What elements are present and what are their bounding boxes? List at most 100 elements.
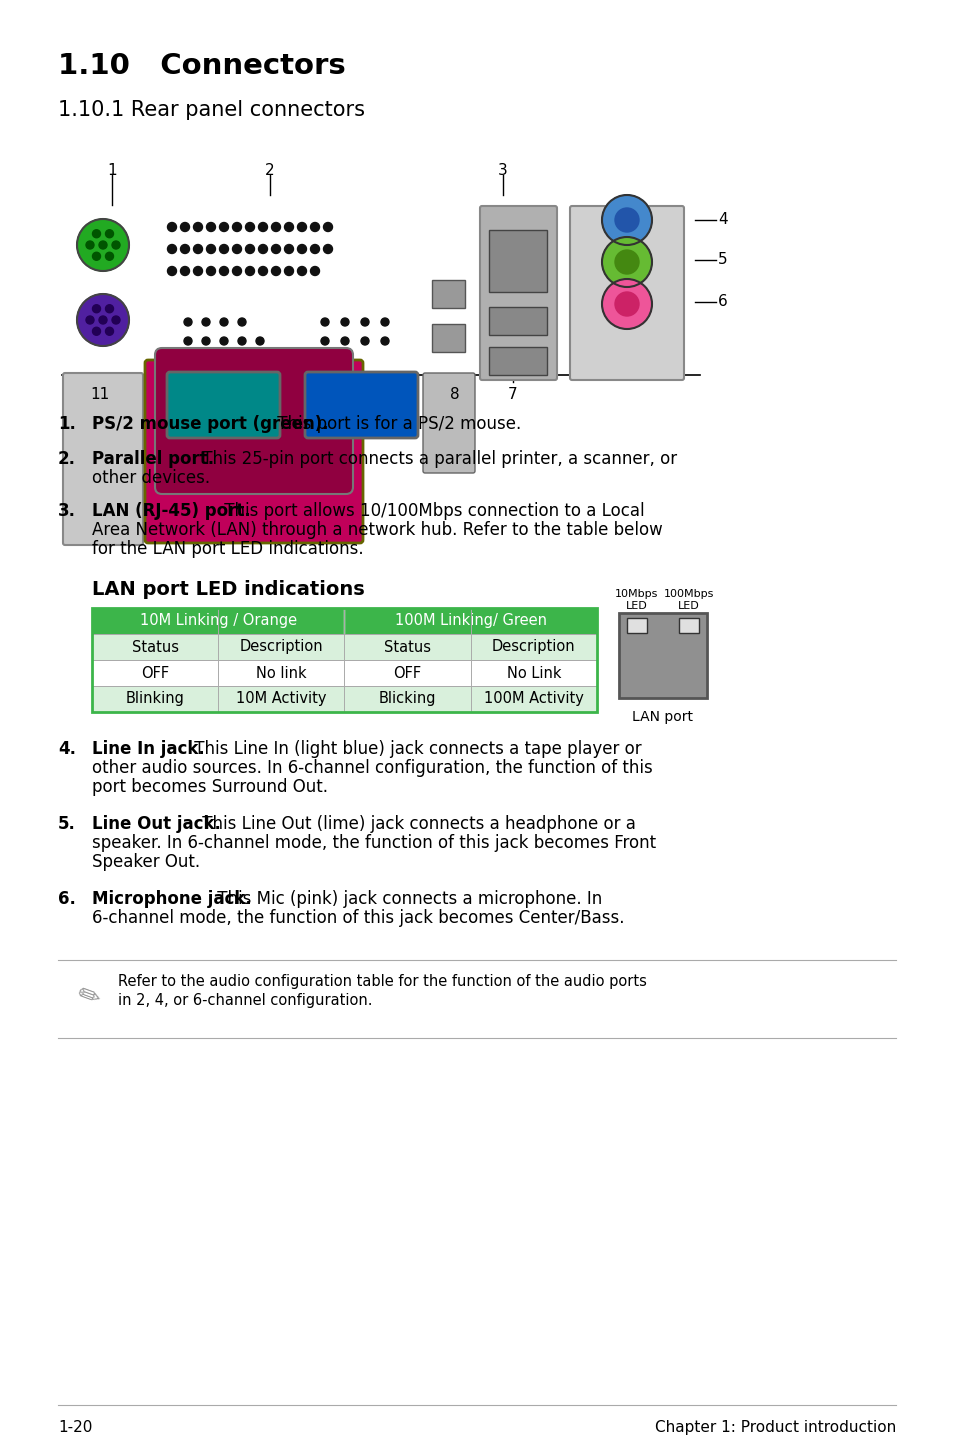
Text: This port is for a PS/2 mouse.: This port is for a PS/2 mouse. — [272, 416, 520, 433]
Circle shape — [219, 266, 229, 276]
Text: 7: 7 — [508, 387, 517, 403]
Circle shape — [219, 244, 229, 253]
Text: LAN port: LAN port — [632, 710, 693, 723]
Text: ✏: ✏ — [72, 981, 104, 1014]
Circle shape — [168, 223, 176, 232]
Circle shape — [360, 318, 369, 326]
Circle shape — [220, 318, 228, 326]
Text: 100M Activity: 100M Activity — [483, 692, 583, 706]
Bar — [489, 347, 546, 375]
Circle shape — [184, 336, 192, 345]
Text: 5: 5 — [718, 253, 727, 267]
Text: 2: 2 — [265, 162, 274, 178]
Text: 10M Activity: 10M Activity — [236, 692, 326, 706]
Bar — [489, 230, 546, 292]
FancyBboxPatch shape — [422, 372, 475, 473]
Circle shape — [112, 316, 120, 324]
Circle shape — [255, 336, 264, 345]
Circle shape — [233, 266, 241, 276]
Circle shape — [206, 244, 215, 253]
Text: Status: Status — [384, 640, 431, 654]
Circle shape — [284, 223, 294, 232]
Circle shape — [184, 318, 192, 326]
Circle shape — [168, 266, 176, 276]
Text: 3: 3 — [497, 162, 507, 178]
FancyBboxPatch shape — [305, 372, 417, 439]
Text: LAN port LED indications: LAN port LED indications — [91, 580, 364, 600]
Circle shape — [284, 266, 294, 276]
Circle shape — [206, 266, 215, 276]
Circle shape — [237, 336, 246, 345]
Text: Parallel port.: Parallel port. — [91, 450, 213, 467]
Circle shape — [272, 244, 280, 253]
Bar — [432, 280, 464, 308]
Circle shape — [193, 244, 202, 253]
Text: 1: 1 — [107, 162, 116, 178]
Circle shape — [615, 292, 639, 316]
FancyBboxPatch shape — [145, 360, 363, 544]
Text: Microphone jack.: Microphone jack. — [91, 890, 252, 907]
Circle shape — [297, 223, 306, 232]
Circle shape — [92, 305, 100, 312]
Text: 100M Linking/ Green: 100M Linking/ Green — [395, 614, 546, 628]
Text: Blicking: Blicking — [378, 692, 436, 706]
Circle shape — [310, 266, 319, 276]
Text: This Line In (light blue) jack connects a tape player or: This Line In (light blue) jack connects … — [190, 741, 641, 758]
Text: in 2, 4, or 6-channel configuration.: in 2, 4, or 6-channel configuration. — [118, 994, 372, 1008]
Circle shape — [193, 223, 202, 232]
Circle shape — [237, 318, 246, 326]
Circle shape — [380, 336, 389, 345]
Circle shape — [320, 336, 329, 345]
Text: Description: Description — [239, 640, 323, 654]
Circle shape — [245, 244, 254, 253]
Circle shape — [220, 336, 228, 345]
Circle shape — [202, 318, 210, 326]
Circle shape — [258, 266, 267, 276]
Circle shape — [180, 223, 190, 232]
Circle shape — [106, 328, 113, 335]
FancyBboxPatch shape — [167, 372, 280, 439]
Text: Status: Status — [132, 640, 178, 654]
Circle shape — [340, 318, 349, 326]
Text: Refer to the audio configuration table for the function of the audio ports: Refer to the audio configuration table f… — [118, 974, 646, 989]
Circle shape — [258, 244, 267, 253]
Circle shape — [77, 219, 129, 270]
Circle shape — [202, 336, 210, 345]
Circle shape — [360, 336, 369, 345]
Text: 6: 6 — [718, 295, 727, 309]
Text: This port allows 10/100Mbps connection to a Local: This port allows 10/100Mbps connection t… — [219, 502, 644, 521]
Text: This Mic (pink) jack connects a microphone. In: This Mic (pink) jack connects a micropho… — [212, 890, 601, 907]
Text: This 25-pin port connects a parallel printer, a scanner, or: This 25-pin port connects a parallel pri… — [196, 450, 677, 467]
Circle shape — [99, 242, 107, 249]
FancyBboxPatch shape — [479, 206, 557, 380]
Bar — [489, 306, 546, 335]
FancyBboxPatch shape — [63, 372, 143, 545]
Text: for the LAN port LED indications.: for the LAN port LED indications. — [91, 541, 363, 558]
Bar — [91, 608, 597, 712]
Bar — [91, 660, 597, 686]
Circle shape — [272, 266, 280, 276]
Circle shape — [297, 266, 306, 276]
Text: PS/2 mouse port (green).: PS/2 mouse port (green). — [91, 416, 328, 433]
Text: speaker. In 6-channel mode, the function of this jack becomes Front: speaker. In 6-channel mode, the function… — [91, 834, 656, 851]
Text: other devices.: other devices. — [91, 469, 210, 487]
Circle shape — [206, 223, 215, 232]
Circle shape — [106, 305, 113, 312]
Circle shape — [258, 223, 267, 232]
Text: 1-20: 1-20 — [58, 1419, 92, 1435]
Circle shape — [86, 316, 94, 324]
Text: Chapter 1: Product introduction: Chapter 1: Product introduction — [654, 1419, 895, 1435]
Text: 4: 4 — [718, 213, 727, 227]
Bar — [91, 634, 597, 660]
Circle shape — [92, 252, 100, 260]
Text: No link: No link — [255, 666, 306, 680]
Circle shape — [601, 279, 651, 329]
Circle shape — [340, 336, 349, 345]
FancyBboxPatch shape — [154, 348, 353, 495]
Text: Line In jack.: Line In jack. — [91, 741, 205, 758]
Circle shape — [245, 266, 254, 276]
Text: 10M Linking / Orange: 10M Linking / Orange — [139, 614, 296, 628]
Circle shape — [615, 209, 639, 232]
Circle shape — [112, 242, 120, 249]
Text: Speaker Out.: Speaker Out. — [91, 853, 200, 871]
